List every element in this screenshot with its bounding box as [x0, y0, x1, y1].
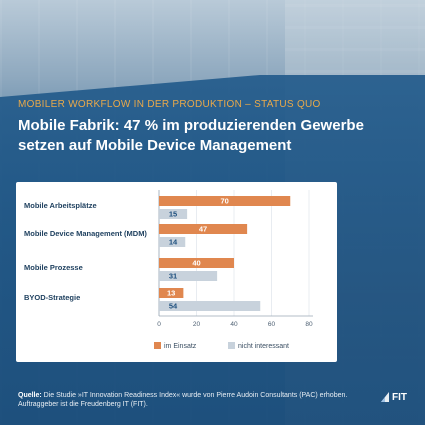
source-footer: Quelle: Die Studie »IT Innovation Readin… — [18, 391, 363, 409]
data-label-1-2: 31 — [169, 272, 177, 281]
category-label-3: BYOD-Strategie — [24, 293, 80, 302]
bar-1-1 — [159, 237, 186, 247]
bar-1-3 — [159, 301, 261, 311]
legend-swatch-1 — [228, 342, 235, 349]
bar-1-2 — [159, 271, 218, 281]
bar-0-2 — [159, 258, 234, 268]
kicker-heading: MOBILER WORKFLOW IN DER PRODUKTION – STA… — [18, 99, 321, 110]
data-label-0-0: 70 — [220, 197, 228, 206]
logo-text: FIT — [392, 391, 407, 403]
bar-0-3 — [159, 288, 184, 298]
category-label-1: Mobile Device Management (MDM) — [24, 229, 147, 238]
bar-0-0 — [159, 196, 291, 206]
bar-1-0 — [159, 209, 188, 219]
legend-label-1: nicht interessant — [238, 343, 289, 350]
bar-chart: 0 20 40 60 80 Mobile Arbeitsplätze 70 15 Mobile … — [24, 190, 313, 350]
source-label: Quelle: — [18, 392, 42, 399]
data-label-1-0: 15 — [169, 210, 177, 219]
x-tick-label-0: 0 — [157, 321, 161, 328]
page-title: Mobile Fabrik: 47 % im produzierenden Ge… — [18, 117, 364, 154]
data-label-1-3: 54 — [169, 302, 178, 311]
x-tick-label-3: 60 — [268, 321, 276, 328]
x-tick-label-1: 20 — [193, 321, 201, 328]
category-label-2: Mobile Prozesse — [24, 263, 83, 272]
fit-logo-icon — [381, 392, 389, 402]
data-label-0-1: 47 — [199, 225, 207, 234]
data-label-0-2: 40 — [192, 259, 200, 268]
legend-swatch-0 — [154, 342, 161, 349]
bar-0-1 — [159, 224, 248, 234]
category-label-0: Mobile Arbeitsplätze — [24, 201, 97, 210]
source-text: Die Studie »IT Innovation Readiness Inde… — [18, 392, 348, 408]
data-label-1-1: 14 — [169, 238, 178, 247]
x-tick-label-2: 40 — [230, 321, 238, 328]
legend-label-0: im Einsatz — [164, 343, 197, 350]
brand-logo: FIT — [380, 390, 416, 404]
chart-card: 0 20 40 60 80 Mobile Arbeitsplätze 70 15 Mobile … — [16, 182, 337, 362]
data-label-0-3: 13 — [167, 289, 175, 298]
x-tick-label-4: 80 — [305, 321, 313, 328]
